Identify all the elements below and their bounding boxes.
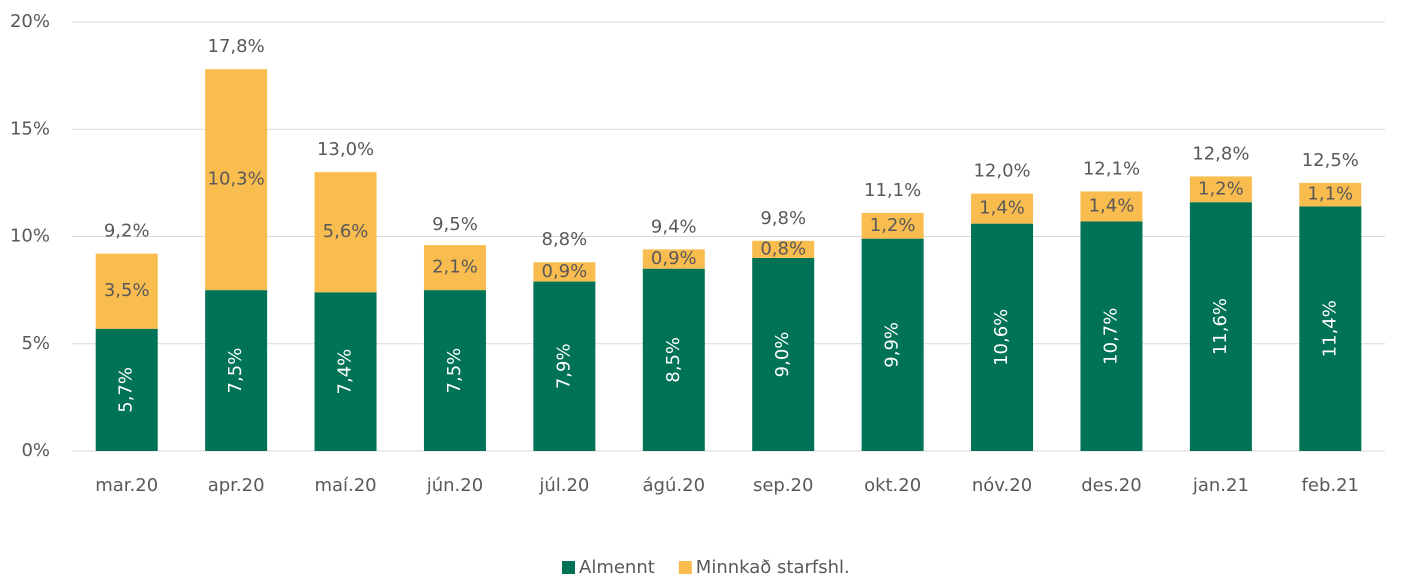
- y-tick-label: 15%: [10, 118, 50, 139]
- bar-segment: [314, 172, 377, 293]
- x-tick-label: júl.20: [538, 475, 589, 496]
- bar-segment: [95, 328, 158, 451]
- total-label: 9,4%: [651, 216, 697, 237]
- bar-segment: [752, 257, 815, 451]
- y-tick-label: 20%: [10, 11, 50, 32]
- bar-segment: [1080, 221, 1143, 451]
- bar-segment: [752, 240, 815, 258]
- value-label: 0,8%: [760, 238, 806, 259]
- total-label: 9,5%: [432, 214, 478, 235]
- bar-segment: [642, 268, 705, 451]
- x-tick-label: sep.20: [753, 475, 814, 496]
- value-label: 11,6%: [1210, 298, 1231, 355]
- total-label: 12,8%: [1192, 143, 1249, 164]
- value-label: 2,1%: [432, 257, 478, 278]
- value-label: 10,3%: [208, 169, 265, 190]
- bar-segment: [1080, 191, 1143, 222]
- bar-segment: [314, 292, 377, 451]
- bar-segment: [861, 238, 924, 451]
- value-label: 3,5%: [104, 280, 150, 301]
- bar-segment: [533, 262, 596, 282]
- value-label: 10,7%: [1100, 308, 1121, 365]
- bar-segment: [205, 290, 268, 451]
- total-label: 8,8%: [542, 229, 588, 250]
- value-label: 7,5%: [225, 348, 246, 394]
- x-tick-label: mar.20: [95, 475, 158, 496]
- bar-segment: [423, 290, 486, 451]
- value-label: 8,5%: [663, 337, 684, 383]
- x-tick-label: apr.20: [208, 475, 265, 496]
- total-label: 13,0%: [317, 139, 374, 160]
- value-label: 1,4%: [979, 198, 1025, 219]
- value-label: 7,5%: [444, 348, 465, 394]
- value-label: 0,9%: [542, 261, 588, 282]
- total-label: 12,1%: [1083, 158, 1140, 179]
- bar-segment: [642, 249, 705, 269]
- value-label: 1,4%: [1089, 195, 1135, 216]
- x-tick-label: des.20: [1081, 475, 1142, 496]
- x-tick-label: maí.20: [314, 475, 376, 496]
- legend-swatch: [678, 561, 692, 574]
- total-label: 17,8%: [208, 36, 265, 57]
- value-label: 1,2%: [870, 215, 916, 236]
- bar-segment: [1299, 206, 1362, 451]
- total-label: 9,2%: [104, 221, 150, 242]
- legend-swatch: [562, 561, 575, 574]
- x-tick-label: okt.20: [864, 475, 921, 496]
- legend-label: Minnkað starfshl.: [696, 557, 850, 578]
- bar-segment: [95, 253, 158, 329]
- value-label: 9,9%: [882, 322, 903, 368]
- bar-segment: [971, 223, 1034, 451]
- value-label: 0,9%: [651, 248, 697, 269]
- bar-segment: [1189, 202, 1252, 451]
- legend-label: Almennt: [579, 557, 655, 578]
- value-label: 10,6%: [991, 309, 1012, 366]
- bar-segment: [971, 193, 1034, 224]
- x-tick-label: ágú.20: [643, 475, 706, 496]
- x-tick-label: jún.20: [426, 475, 483, 496]
- value-label: 5,7%: [116, 367, 137, 413]
- x-tick-label: nóv.20: [972, 475, 1032, 496]
- value-label: 11,4%: [1319, 300, 1340, 357]
- value-label: 5,6%: [323, 221, 369, 242]
- x-tick-label: feb.21: [1302, 475, 1359, 496]
- bar-segment: [1189, 176, 1252, 203]
- value-label: 7,4%: [335, 349, 356, 395]
- y-tick-label: 10%: [10, 226, 50, 247]
- x-tick-label: jan.21: [1192, 475, 1249, 496]
- total-label: 12,0%: [973, 161, 1030, 182]
- bar-segment: [861, 212, 924, 239]
- y-tick-label: 5%: [21, 333, 50, 354]
- total-label: 12,5%: [1302, 150, 1359, 171]
- value-label: 1,1%: [1307, 184, 1353, 205]
- value-label: 9,0%: [772, 332, 793, 378]
- value-label: 1,2%: [1198, 178, 1244, 199]
- bar-segment: [205, 69, 268, 291]
- bar-segment: [1299, 182, 1362, 207]
- bar-segment: [423, 245, 486, 291]
- value-label: 7,9%: [553, 343, 574, 389]
- bar-segment: [533, 281, 596, 451]
- total-label: 11,1%: [864, 180, 921, 201]
- y-tick-label: 0%: [21, 440, 50, 461]
- total-label: 9,8%: [760, 208, 806, 229]
